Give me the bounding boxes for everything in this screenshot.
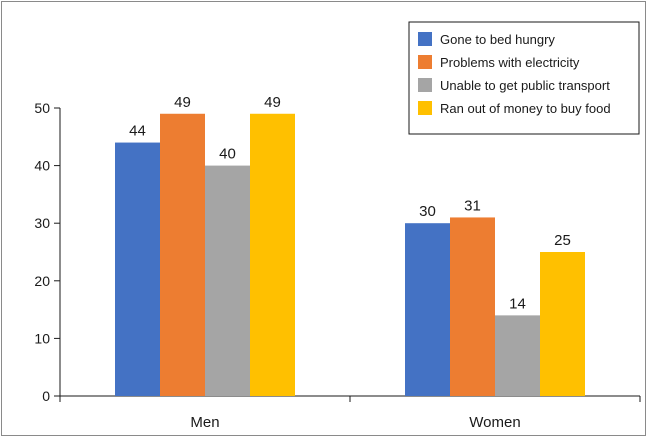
data-label: 25 <box>554 232 571 249</box>
bar <box>115 142 160 396</box>
legend-swatch <box>418 32 432 46</box>
bar <box>540 252 585 396</box>
bar <box>495 315 540 396</box>
y-tick-label: 40 <box>34 158 50 174</box>
data-labels: 44 49 40 49 30 31 14 25 <box>129 94 571 313</box>
category-label: Men <box>190 414 219 431</box>
bar <box>405 223 450 396</box>
legend-swatch <box>418 78 432 92</box>
bar <box>205 165 250 396</box>
bar <box>250 113 295 396</box>
data-label: 49 <box>174 94 191 111</box>
data-label: 40 <box>219 146 236 163</box>
legend-label: Ran out of money to buy food <box>440 101 611 116</box>
bar <box>450 217 495 396</box>
data-label: 49 <box>264 94 281 111</box>
y-tick-label: 30 <box>34 215 50 231</box>
legend-box <box>408 21 640 135</box>
data-label: 30 <box>419 203 436 220</box>
y-tick-label: 20 <box>34 273 50 289</box>
legend-label: Problems with electricity <box>440 55 580 70</box>
legend-label: Unable to get public transport <box>440 78 610 93</box>
legend-swatch <box>418 101 432 115</box>
y-tick-label: 0 <box>42 388 50 404</box>
data-label: 14 <box>509 295 526 312</box>
bars <box>115 113 585 396</box>
bar <box>160 113 205 396</box>
category-label: Women <box>469 414 520 431</box>
data-label: 44 <box>129 123 146 140</box>
legend-swatch <box>418 55 432 69</box>
data-label: 31 <box>464 197 481 214</box>
legend-label: Gone to bed hungry <box>440 32 555 47</box>
y-tick-label: 50 <box>34 100 50 116</box>
legend: Gone to bed hungry Problems with electric… <box>408 21 640 135</box>
y-tick-label: 10 <box>34 330 50 346</box>
